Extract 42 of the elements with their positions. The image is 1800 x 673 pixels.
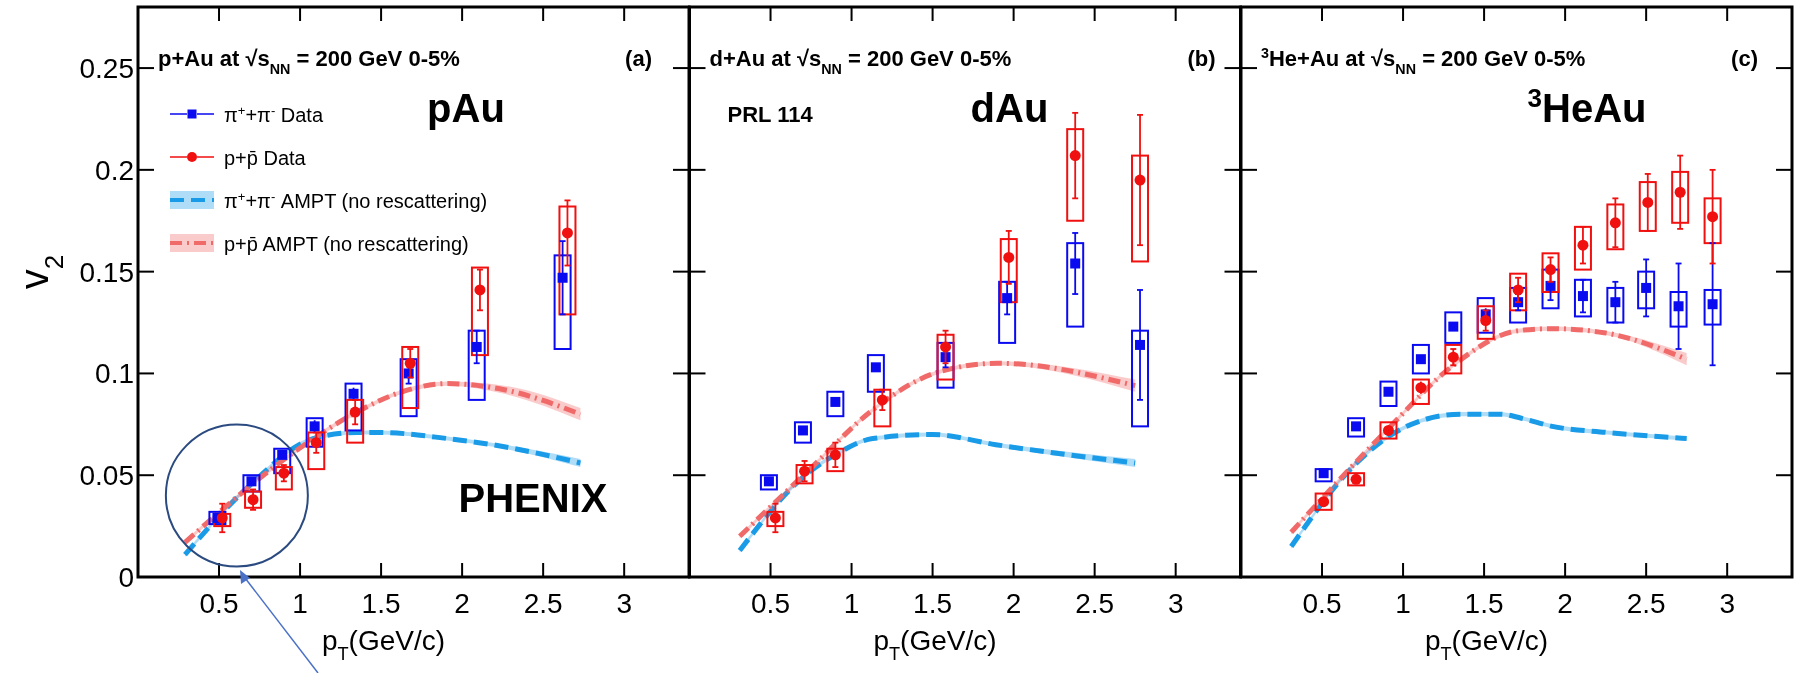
x-tick-label: 2 xyxy=(1005,588,1022,619)
x-tick-label: 0.5 xyxy=(751,588,790,619)
y-tick-label: 0.1 xyxy=(95,358,134,390)
x-tick-label: 3 xyxy=(1719,588,1735,619)
x-tick-label: 2 xyxy=(1557,588,1573,619)
x-tick-label: 1.5 xyxy=(361,588,401,619)
legend-label: π$^{+}$+π$^{-}$ AMPT (no rescattering) xyxy=(224,188,488,212)
x-tick-label: 1 xyxy=(292,588,308,619)
annotation: dAu xyxy=(970,86,1049,130)
annotation: $^{3}$HeAu xyxy=(1527,83,1647,130)
text: p+Au at √s$_{NN}$ = 200 GeV 0-5% xyxy=(158,46,460,77)
x-tick-label: 0.5 xyxy=(1302,588,1342,619)
text: $^{3}$He+Au at √s$_{NN}$ = 200 GeV 0-5% xyxy=(1261,45,1586,77)
y-tick-label: 0.15 xyxy=(79,256,134,288)
legend-label: p+p̄ AMPT (no rescattering) xyxy=(224,233,469,255)
annotation: PRL 114 xyxy=(727,102,814,127)
x-tick-label: 2.5 xyxy=(1626,588,1666,619)
annotation: (b) xyxy=(1187,46,1216,71)
x-tick-label: 1.5 xyxy=(913,588,953,619)
x-tick-label: 0.5 xyxy=(199,588,239,619)
y-tick-label: 0.2 xyxy=(95,154,134,186)
legend-label: p+p̄ Data xyxy=(224,147,307,169)
x-axis-title: p$_{T}$(GeV/c) xyxy=(321,625,446,664)
annotation: PHENIX xyxy=(458,476,608,520)
x-axis-title: p$_{T}$(GeV/c) xyxy=(873,625,997,664)
legend-label: π$^{+}$+π$^{-}$ Data xyxy=(224,102,324,126)
annotation: (c) xyxy=(1731,46,1758,71)
annotation: pAu xyxy=(427,86,505,130)
x-axis-title: p$_{T}$(GeV/c) xyxy=(1424,625,1549,664)
x-tick-label: 1.5 xyxy=(1464,588,1504,619)
x-tick-label: 1 xyxy=(1395,588,1411,619)
x-tick-label: 3 xyxy=(1167,588,1184,619)
x-tick-label: 1 xyxy=(843,588,860,619)
x-tick-label: 2 xyxy=(454,588,470,619)
x-tick-label: 2.5 xyxy=(523,588,563,619)
y-tick-label: 0.05 xyxy=(79,460,134,492)
x-tick-label: 3 xyxy=(616,588,632,619)
y-tick-label: 0 xyxy=(118,562,134,593)
annotation: (a) xyxy=(625,46,652,71)
x-tick-label: 2.5 xyxy=(1075,588,1115,619)
y-tick-label: 0.25 xyxy=(79,53,134,85)
text: d+Au at √s$_{NN}$ = 200 GeV 0-5% xyxy=(709,46,1012,77)
